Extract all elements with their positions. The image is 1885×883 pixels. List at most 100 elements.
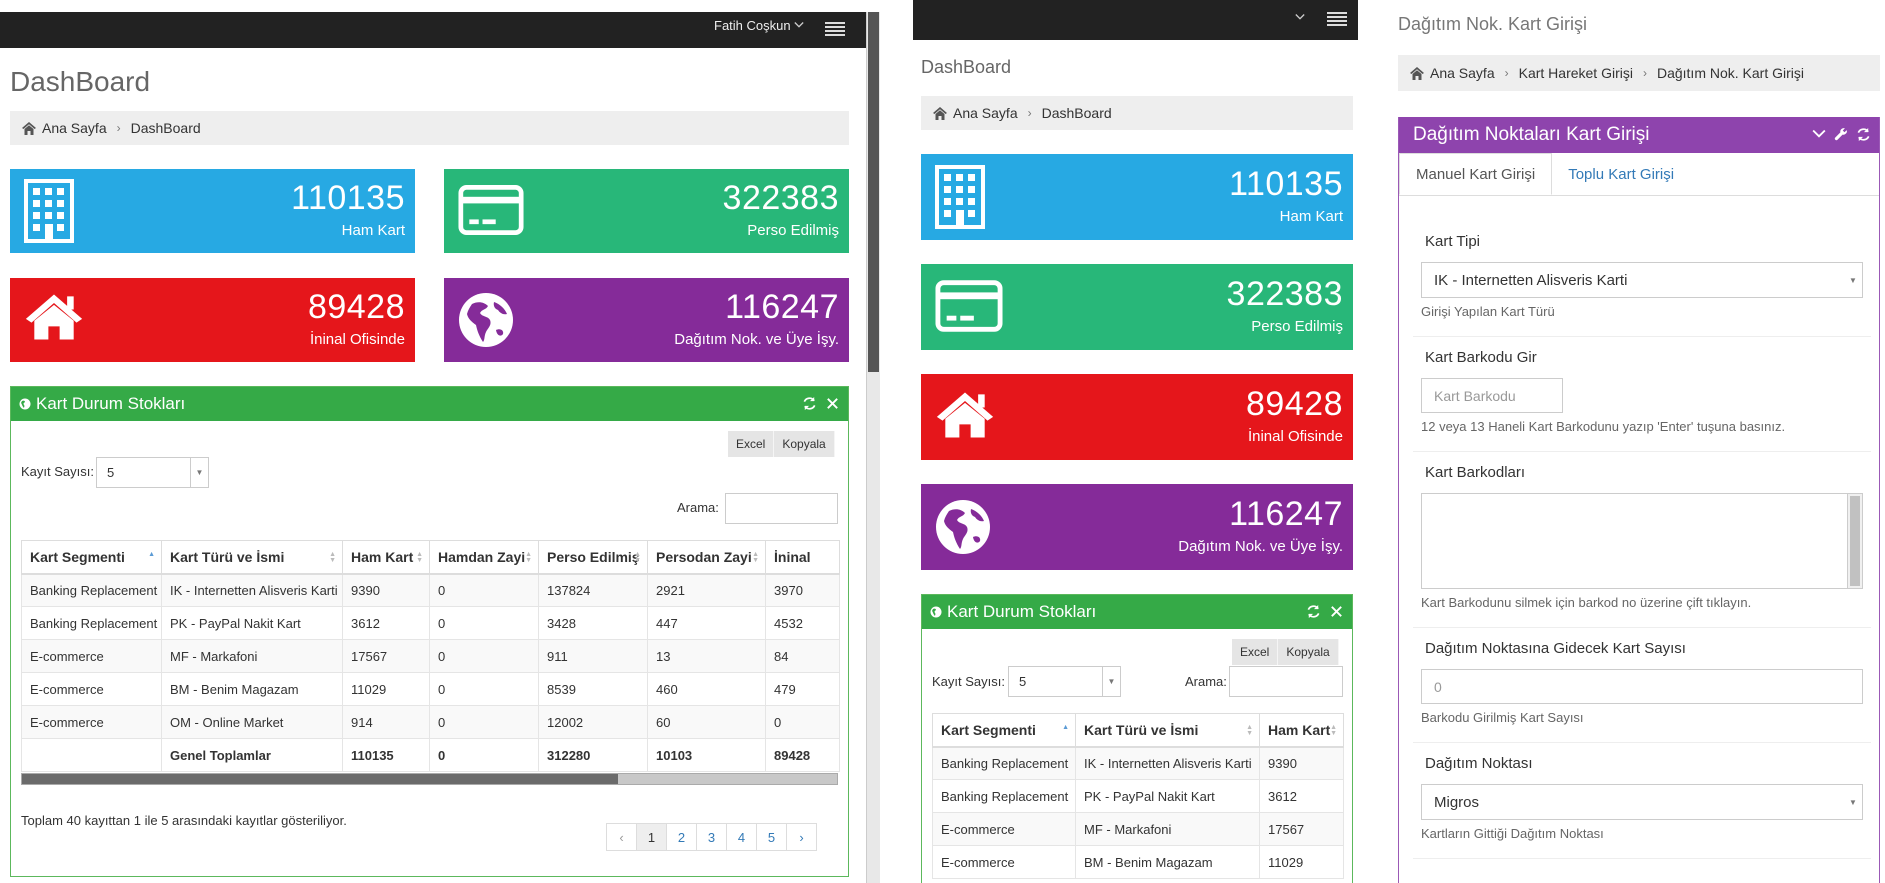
cell: 9390: [1259, 746, 1344, 780]
column-header[interactable]: Kart Türü ve İsmi ▲ ▼: [161, 540, 343, 575]
wrench-icon[interactable]: [1834, 127, 1848, 141]
search-input[interactable]: [725, 493, 838, 524]
excel-button[interactable]: Excel: [1232, 639, 1279, 665]
cell: 2921: [647, 573, 766, 607]
barcode-input[interactable]: Kart Barkodu: [1421, 378, 1563, 413]
stock-table: Kart Segmenti ▲ Kart Türü ve İsmi ▲ ▼ Ham K…: [932, 713, 1344, 879]
stat-ham-kart[interactable]: 110135 Ham Kart: [921, 154, 1353, 240]
chevron-down-icon[interactable]: [1812, 127, 1826, 141]
tab-toplu[interactable]: Toplu Kart Girişi: [1568, 165, 1675, 183]
search-label: Arama:: [677, 500, 719, 515]
close-icon[interactable]: [825, 396, 840, 411]
cell: 0: [429, 639, 539, 673]
caret-down-icon: ▼: [190, 458, 208, 487]
column-header[interactable]: Persodan Zayi ▲ ▼: [647, 540, 766, 575]
cell: 0: [429, 738, 539, 772]
column-header[interactable]: Kart Türü ve İsmi ▲ ▼: [1075, 713, 1260, 748]
page-title: Dağıtım Nok. Kart Girişi: [1398, 14, 1588, 34]
table-row[interactable]: E-commerce BM - Benim Magazam 11029: [932, 845, 1344, 879]
tab-manuel[interactable]: Manuel Kart Girişi: [1399, 153, 1553, 195]
stat-value: 89428: [307, 288, 405, 326]
user-name[interactable]: Fatih Coşkun: [714, 18, 791, 33]
cell: 0: [429, 573, 539, 607]
search-input[interactable]: [1229, 666, 1343, 697]
stat-perso-edilmis[interactable]: 322383 Perso Edilmiş: [444, 169, 849, 253]
close-icon[interactable]: [1329, 604, 1344, 619]
stat-dagitim-noktasi[interactable]: 116247 Dağıtım Nok. ve Üye İşy.: [921, 484, 1353, 570]
refresh-icon[interactable]: [802, 396, 817, 411]
point-help: Kartların Gittiği Dağıtım Noktası: [1421, 826, 1604, 841]
page-button[interactable]: 1: [636, 823, 667, 851]
column-header[interactable]: Perso Edilmiş ▲ ▼: [538, 540, 648, 575]
cell: E-commerce: [932, 845, 1076, 879]
divider: [1413, 858, 1871, 859]
column-header[interactable]: Kart Segmenti ▲: [21, 540, 162, 575]
count-input[interactable]: 0: [1421, 669, 1863, 704]
building-icon: [935, 164, 985, 230]
table-row[interactable]: E-commerce MF - Markafoni 17567: [932, 812, 1344, 846]
card-type-select[interactable]: IK - Internetten Alisveris Karti ▼: [1421, 262, 1863, 298]
stat-ininal-ofisinde[interactable]: 89428 İninal Ofisinde: [921, 374, 1353, 460]
cell: 110135: [342, 738, 430, 772]
table-row[interactable]: Banking Replacement PK - PayPal Nakit Kar…: [932, 779, 1344, 813]
refresh-icon[interactable]: [1306, 604, 1321, 619]
divider: [1413, 336, 1871, 337]
prev-page-button[interactable]: ‹: [606, 823, 637, 851]
scrollbar-thumb[interactable]: [22, 774, 618, 784]
stat-value: 110135: [291, 179, 405, 217]
next-page-button[interactable]: ›: [786, 823, 817, 851]
page-button[interactable]: 4: [726, 823, 757, 851]
column-header[interactable]: İninal: [765, 540, 840, 575]
stat-perso-edilmis[interactable]: 322383 Perso Edilmiş: [921, 264, 1353, 350]
records-value: 5: [1019, 674, 1027, 689]
breadcrumb-home[interactable]: Ana Sayfa: [953, 105, 1018, 121]
portlet-title: Kart Durum Stokları: [36, 394, 186, 413]
point-select[interactable]: Migros ▼: [1421, 784, 1863, 820]
page-button[interactable]: 3: [696, 823, 727, 851]
stat-label: Dağıtım Nok. ve Üye İşy.: [1178, 538, 1343, 555]
cell: 11029: [1259, 845, 1344, 879]
refresh-icon[interactable]: [1856, 127, 1871, 142]
copy-button[interactable]: Kopyala: [774, 431, 835, 457]
column-header[interactable]: Kart Segmenti ▲: [932, 713, 1076, 748]
horizontal-scrollbar[interactable]: [21, 773, 838, 785]
stat-dagitim-noktasi[interactable]: 116247 Dağıtım Nok. ve Üye İşy.: [444, 278, 849, 362]
table-row[interactable]: E-commerce BM - Benim Magazam 11029 0 8539 46…: [21, 672, 840, 706]
records-select[interactable]: 5 ▼: [96, 457, 209, 488]
stat-value: 116247: [1229, 495, 1343, 533]
chevron-down-icon[interactable]: [1295, 12, 1305, 22]
menu-icon[interactable]: [825, 22, 845, 38]
column-header[interactable]: Ham Kart ▲ ▼: [342, 540, 430, 575]
cell: 447: [647, 606, 766, 640]
page-button[interactable]: 5: [756, 823, 787, 851]
home-icon: [22, 122, 36, 135]
breadcrumb-current: Dağıtım Nok. Kart Girişi: [1656, 65, 1804, 81]
table-row[interactable]: Banking Replacement IK - Internetten Alis…: [932, 746, 1344, 780]
table-row[interactable]: Banking Replacement PK - PayPal Nakit Kar…: [21, 606, 840, 640]
records-select[interactable]: 5 ▼: [1008, 666, 1121, 697]
column-header[interactable]: Ham Kart ▲ ▼: [1259, 713, 1344, 748]
breadcrumb-link[interactable]: Kart Hareket Girişi: [1518, 65, 1633, 81]
vertical-scrollbar[interactable]: [866, 12, 880, 883]
stat-ininal-ofisinde[interactable]: 89428 İninal Ofisinde: [10, 278, 415, 362]
breadcrumb-home[interactable]: Ana Sayfa: [42, 120, 107, 136]
divider: [1413, 627, 1871, 628]
stat-ham-kart[interactable]: 110135 Ham Kart: [10, 169, 415, 253]
table-row[interactable]: E-commerce OM - Online Market 914 0 12002 60 0: [21, 705, 840, 739]
vertical-scrollbar[interactable]: [1847, 494, 1862, 588]
cell: 60: [647, 705, 766, 739]
barcodes-textarea[interactable]: [1421, 493, 1863, 589]
excel-button[interactable]: Excel: [728, 431, 775, 457]
cell: 84: [765, 639, 840, 673]
table-row[interactable]: E-commerce MF - Markafoni 17567 0 911 13 84: [21, 639, 840, 673]
page-button[interactable]: 2: [666, 823, 697, 851]
column-header[interactable]: Hamdan Zayi ▲ ▼: [429, 540, 539, 575]
globe-icon: [935, 499, 991, 555]
menu-icon[interactable]: [1327, 12, 1347, 28]
breadcrumb-home[interactable]: Ana Sayfa: [1430, 65, 1495, 81]
globe-icon: [930, 606, 942, 618]
copy-button[interactable]: Kopyala: [1278, 639, 1339, 665]
chevron-down-icon[interactable]: [794, 20, 804, 30]
scrollbar-thumb[interactable]: [868, 12, 879, 372]
table-row[interactable]: Banking Replacement IK - Internetten Alis…: [21, 573, 840, 607]
